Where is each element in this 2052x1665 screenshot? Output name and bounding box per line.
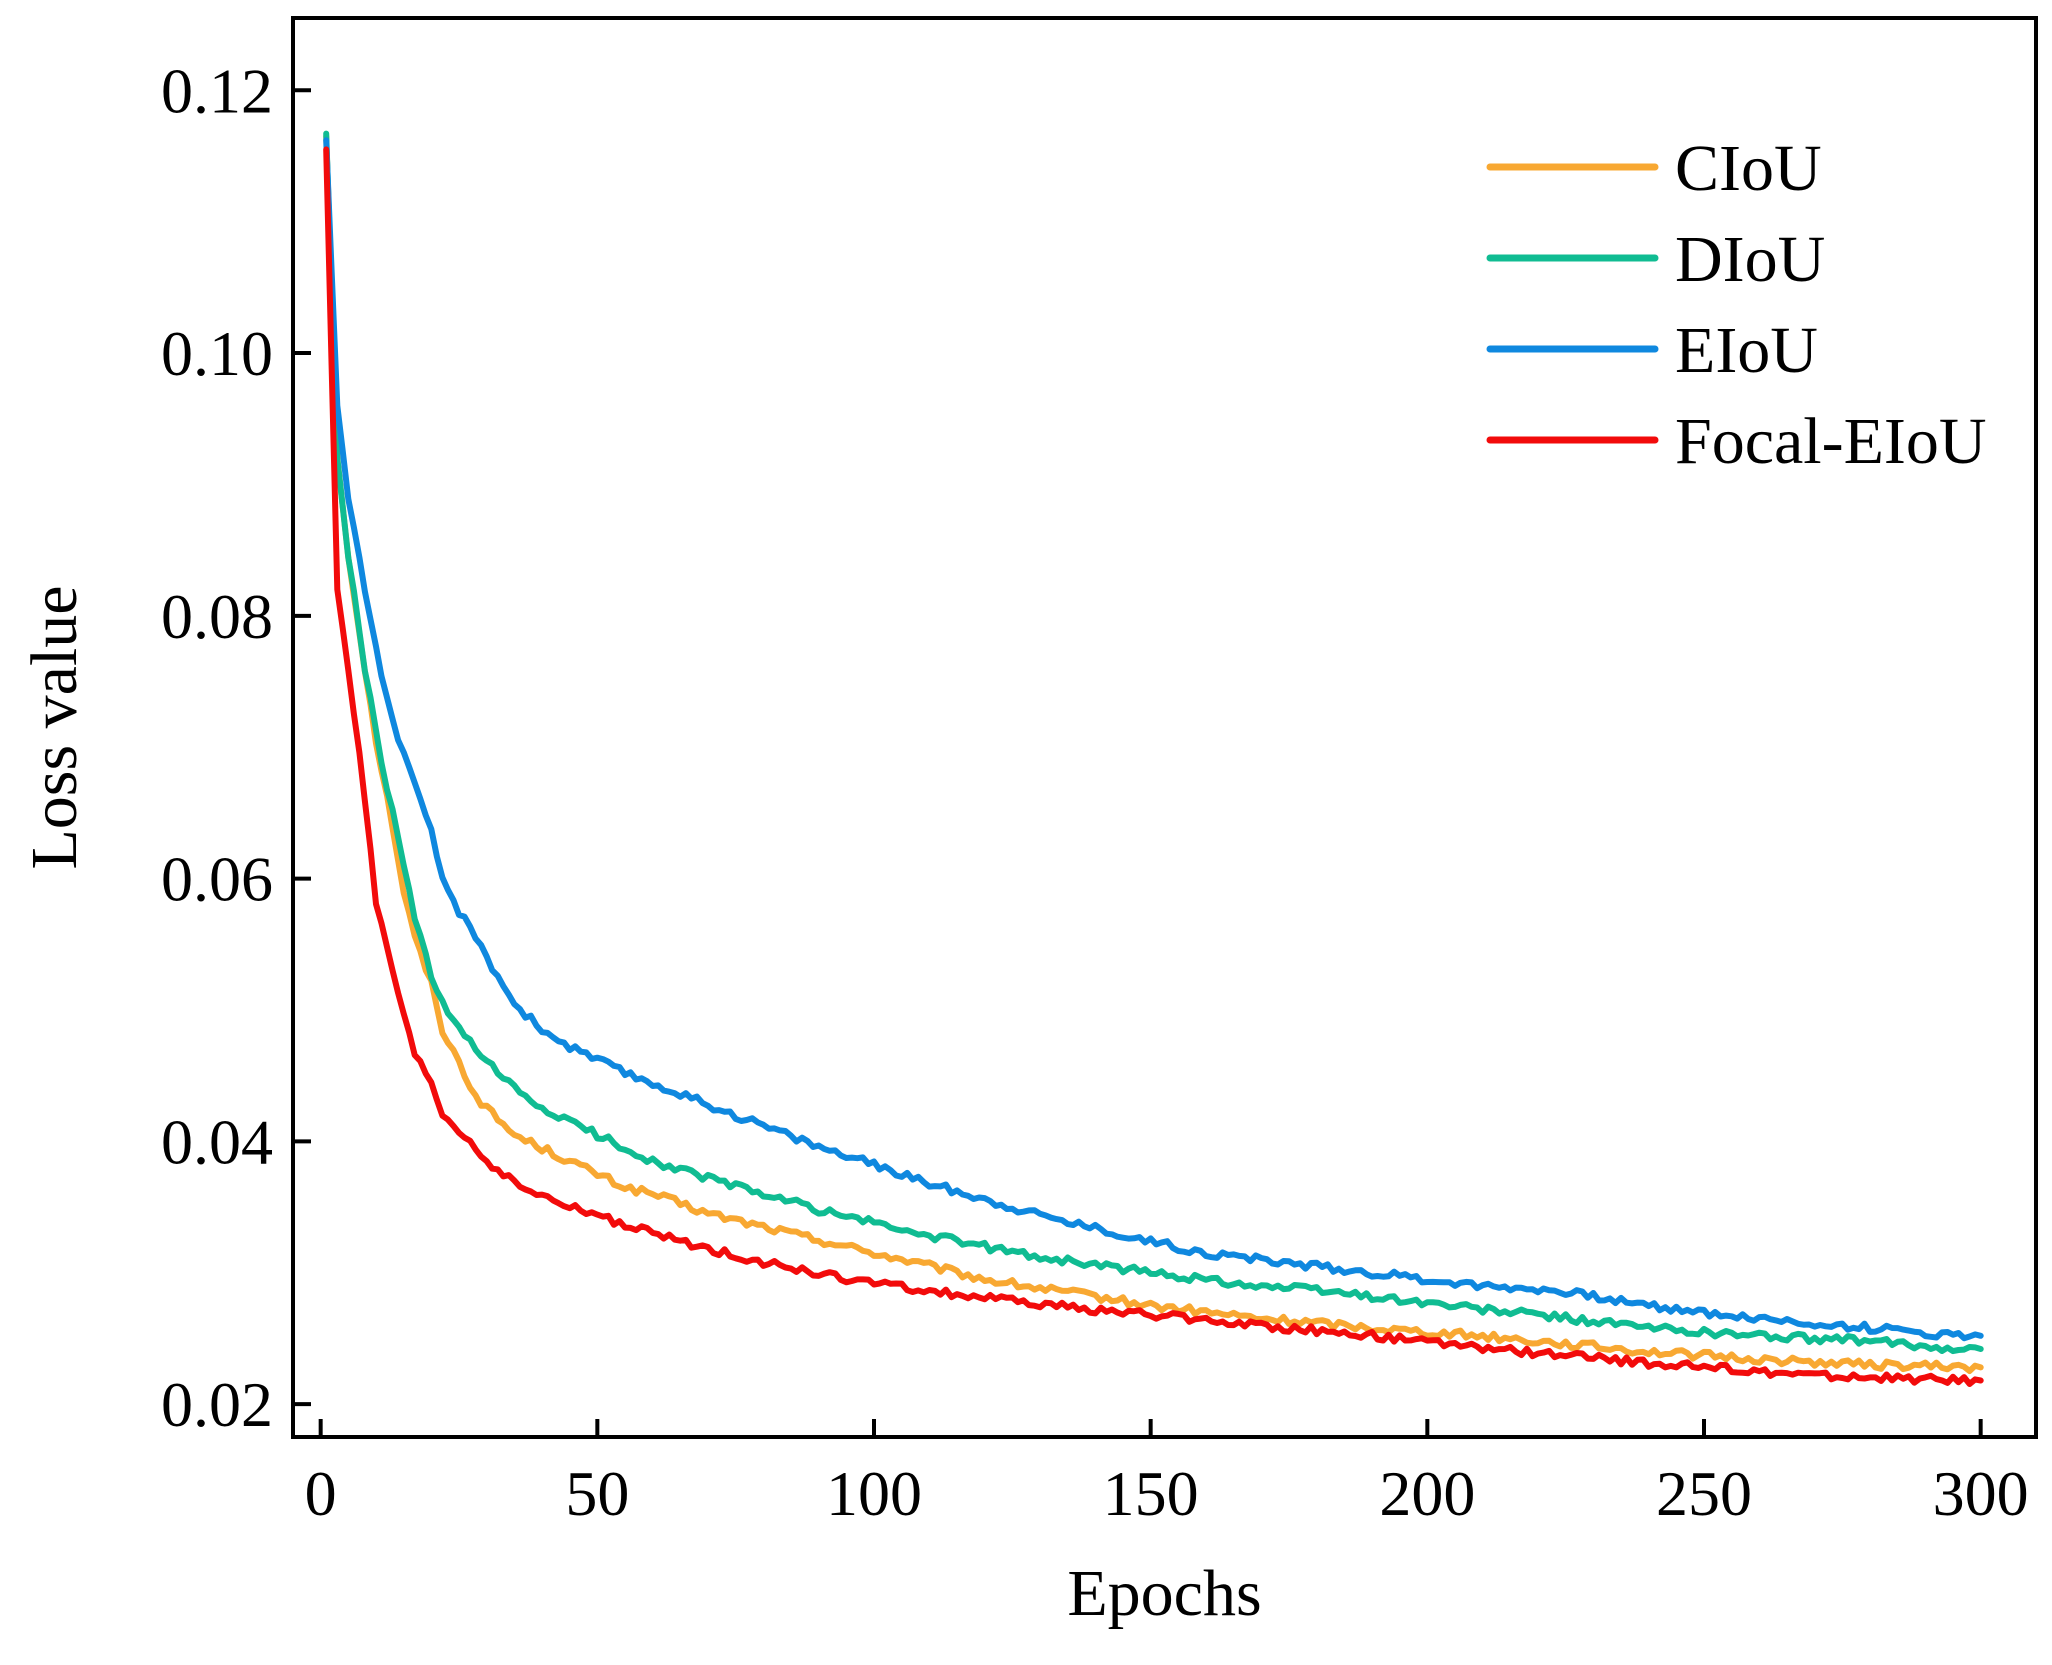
- legend-label-ciou: CIoU: [1675, 132, 1822, 205]
- y-tick-label: 0.08: [161, 581, 273, 652]
- y-tick-label: 0.10: [161, 318, 273, 389]
- x-tick-label: 50: [565, 1458, 629, 1529]
- y-tick-label: 0.12: [161, 55, 273, 126]
- y-tick-label: 0.06: [161, 844, 273, 915]
- series-line-diou: [323, 130, 1984, 1355]
- x-tick-label: 0: [305, 1458, 337, 1529]
- legend-label-eiou: EIoU: [1675, 314, 1818, 387]
- ticks-layer: 0 50 100 150 200 250 300 0.02 0.04 0.06 0.08 0.10 0.…: [161, 55, 2029, 1529]
- series-layer: [323, 130, 1984, 1387]
- y-tick-label: 0.04: [161, 1106, 273, 1177]
- x-tick-label: 200: [1379, 1458, 1475, 1529]
- legend: CIoU DIoU EIoU Focal-EIoU: [1486, 132, 1987, 478]
- plot-area-frame: [291, 16, 2038, 1439]
- series-line-ciou: [323, 133, 1984, 1374]
- series-line-focal-eiou: [323, 146, 1984, 1387]
- x-tick-label: 250: [1656, 1458, 1752, 1529]
- x-tick-label: 150: [1103, 1458, 1199, 1529]
- legend-label-focal-eiou: Focal-EIoU: [1675, 405, 1987, 478]
- x-tick-label: 100: [826, 1458, 922, 1529]
- legend-label-diou: DIoU: [1675, 223, 1825, 296]
- series-line-eiou: [323, 137, 1984, 1342]
- x-tick-label: 300: [1933, 1458, 2029, 1529]
- y-tick-label: 0.02: [161, 1369, 273, 1440]
- x-axis-title: Epochs: [1067, 1557, 1261, 1630]
- y-axis-title: Loss value: [18, 585, 91, 869]
